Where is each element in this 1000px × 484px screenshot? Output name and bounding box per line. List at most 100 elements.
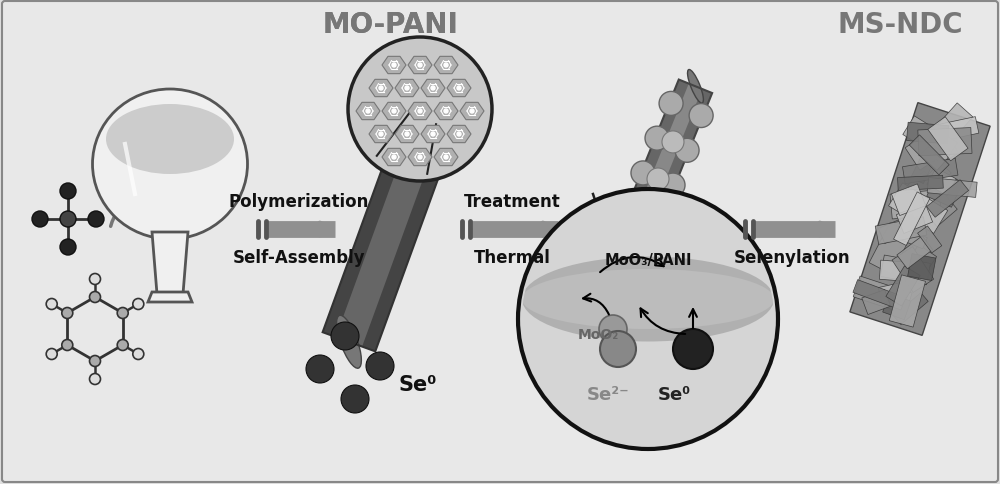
Circle shape: [117, 308, 128, 319]
Polygon shape: [408, 149, 432, 166]
Text: Self-Assembly: Self-Assembly: [233, 248, 365, 267]
Text: MS-NDC: MS-NDC: [837, 11, 963, 39]
Polygon shape: [897, 236, 933, 269]
Polygon shape: [927, 178, 977, 198]
Polygon shape: [911, 147, 939, 184]
Circle shape: [90, 274, 100, 285]
Circle shape: [444, 64, 448, 68]
Polygon shape: [892, 247, 934, 293]
Circle shape: [689, 105, 713, 128]
Ellipse shape: [522, 257, 774, 342]
Circle shape: [62, 340, 73, 351]
Circle shape: [633, 243, 657, 267]
Circle shape: [90, 374, 100, 385]
Circle shape: [379, 87, 383, 91]
Polygon shape: [604, 80, 712, 279]
Circle shape: [444, 110, 448, 114]
Polygon shape: [927, 133, 958, 165]
Circle shape: [348, 38, 492, 182]
Polygon shape: [918, 128, 972, 156]
Polygon shape: [908, 254, 936, 281]
Polygon shape: [875, 217, 927, 245]
Circle shape: [659, 92, 683, 116]
Circle shape: [647, 209, 671, 232]
Ellipse shape: [106, 105, 234, 175]
Polygon shape: [434, 149, 458, 166]
Circle shape: [457, 87, 461, 91]
Text: Se⁰: Se⁰: [658, 385, 691, 403]
Text: MO-PANI: MO-PANI: [322, 11, 458, 39]
Circle shape: [366, 110, 370, 114]
Polygon shape: [880, 256, 930, 285]
Polygon shape: [869, 223, 912, 274]
Polygon shape: [408, 103, 432, 121]
Polygon shape: [904, 171, 957, 227]
Circle shape: [392, 64, 396, 68]
Circle shape: [405, 87, 409, 91]
Polygon shape: [382, 103, 406, 121]
Polygon shape: [382, 149, 406, 166]
Polygon shape: [907, 123, 949, 145]
Circle shape: [366, 352, 394, 380]
Circle shape: [662, 132, 684, 153]
Circle shape: [418, 64, 422, 68]
Circle shape: [457, 133, 461, 136]
Polygon shape: [408, 57, 432, 75]
Polygon shape: [927, 181, 969, 218]
Circle shape: [133, 299, 144, 310]
Circle shape: [647, 168, 669, 191]
Circle shape: [603, 231, 627, 255]
Circle shape: [341, 385, 369, 413]
Circle shape: [392, 156, 396, 160]
Circle shape: [88, 212, 104, 227]
Polygon shape: [889, 183, 948, 234]
Polygon shape: [905, 137, 937, 171]
Polygon shape: [395, 126, 419, 143]
Circle shape: [444, 156, 448, 160]
Polygon shape: [356, 103, 380, 121]
Circle shape: [46, 299, 57, 310]
Ellipse shape: [613, 256, 628, 289]
Circle shape: [60, 183, 76, 199]
Ellipse shape: [419, 91, 443, 143]
Polygon shape: [927, 172, 963, 208]
Circle shape: [431, 133, 435, 136]
Circle shape: [631, 162, 655, 185]
Text: Thermal: Thermal: [474, 248, 550, 267]
Polygon shape: [369, 80, 393, 97]
Circle shape: [379, 133, 383, 136]
Polygon shape: [895, 227, 927, 249]
Circle shape: [405, 133, 409, 136]
Circle shape: [133, 349, 144, 360]
Circle shape: [418, 156, 422, 160]
Text: Treatment: Treatment: [464, 193, 560, 211]
Polygon shape: [447, 126, 471, 143]
Circle shape: [306, 355, 334, 383]
Ellipse shape: [337, 316, 361, 368]
Circle shape: [632, 206, 654, 227]
Circle shape: [117, 340, 128, 351]
Polygon shape: [434, 103, 458, 121]
Polygon shape: [926, 118, 979, 144]
Polygon shape: [891, 184, 926, 216]
Polygon shape: [447, 80, 471, 97]
Polygon shape: [421, 126, 445, 143]
Polygon shape: [853, 276, 912, 314]
Polygon shape: [890, 190, 941, 219]
Polygon shape: [894, 193, 930, 246]
Circle shape: [599, 316, 627, 343]
Text: Se⁰: Se⁰: [398, 374, 436, 394]
Text: Selenylation: Selenylation: [734, 248, 850, 267]
Ellipse shape: [522, 270, 774, 329]
Polygon shape: [920, 147, 945, 171]
Polygon shape: [927, 168, 956, 196]
Circle shape: [90, 356, 100, 367]
Polygon shape: [883, 294, 911, 320]
Polygon shape: [928, 118, 968, 162]
Circle shape: [418, 110, 422, 114]
Circle shape: [673, 329, 713, 369]
Polygon shape: [421, 80, 445, 97]
Polygon shape: [907, 165, 936, 221]
Polygon shape: [898, 176, 943, 191]
Polygon shape: [336, 112, 444, 347]
